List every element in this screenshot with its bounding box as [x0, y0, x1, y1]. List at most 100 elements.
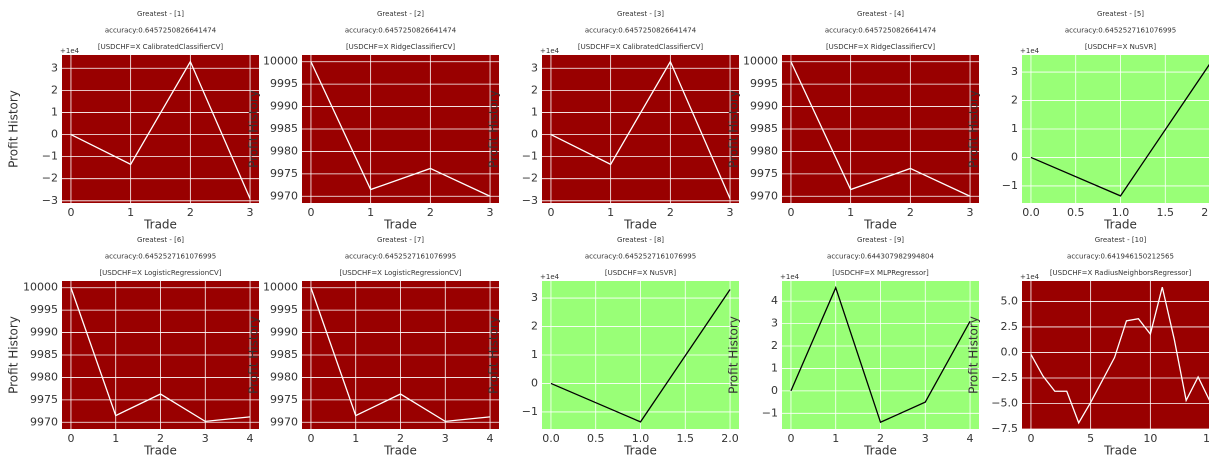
x-tick-label: 2.0	[721, 432, 739, 445]
x-tick-label: 3	[442, 432, 449, 445]
x-tick-label: 1.5	[677, 432, 695, 445]
y-tick-label: −7.5	[991, 422, 1018, 435]
y-tick-label: 5.0	[1001, 294, 1019, 307]
y-tick-label: 9995	[270, 303, 298, 316]
y-tick-label: 0	[531, 128, 538, 141]
data-line	[790, 285, 971, 424]
y-tick-label: 0.0	[1001, 345, 1019, 358]
y-tick-label: 10000	[263, 281, 298, 294]
x-tick-label: 2	[187, 206, 194, 219]
x-tick-label: 1.5	[1157, 206, 1175, 219]
y-tick-label: 3	[531, 61, 538, 74]
x-axis-label: Trade	[863, 444, 897, 458]
y-tick-label: 9970	[750, 189, 778, 202]
y-axis-label: Profit History	[967, 90, 981, 168]
axis-offset: +1e4	[60, 47, 80, 55]
x-tick-label: 0.0	[542, 432, 560, 445]
x-tick-label: 4	[247, 432, 254, 445]
chart-title: accuracy:0.6452527161076995	[585, 253, 696, 261]
x-tick-label: 2	[397, 432, 404, 445]
data-line	[1030, 286, 1209, 425]
chart-title: Greatest - [10]	[1095, 236, 1147, 244]
x-axis-label: Trade	[1103, 444, 1137, 458]
axis-offset: +1e4	[540, 47, 560, 55]
chart-title: accuracy:0.6457250826641474	[345, 27, 457, 35]
y-tick-label: 1	[51, 105, 58, 118]
subplot: Greatest - [7] accuracy:0.645252716107699…	[247, 236, 499, 458]
x-tick-label: 1	[832, 432, 839, 445]
chart-title: [USDCHF=X LogisticRegressionCV]	[99, 269, 221, 277]
chart-title: [USDCHF=X RidgeClassifierCV]	[346, 43, 455, 51]
x-tick-label: 3	[202, 432, 209, 445]
y-tick-label: −2.5	[991, 371, 1018, 384]
y-tick-label: 9980	[270, 144, 298, 157]
y-tick-label: 9995	[750, 77, 778, 90]
y-tick-label: 9990	[750, 100, 778, 113]
x-axis-label: Trade	[143, 444, 177, 458]
y-tick-label: 2	[531, 83, 538, 96]
x-tick-label: 1	[112, 432, 119, 445]
x-tick-label: 3	[967, 206, 974, 219]
x-tick-label: 2	[907, 206, 914, 219]
chart-title: accuracy:0.6457250826641474	[585, 27, 697, 35]
y-tick-label: 4	[771, 294, 778, 307]
axis-offset: +1e4	[540, 273, 560, 281]
x-axis-label: Trade	[863, 218, 897, 232]
y-tick-label: −5.0	[991, 396, 1018, 409]
x-tick-label: 15	[1203, 432, 1209, 445]
data-line	[310, 61, 491, 197]
chart-title: [USDCHF=X RidgeClassifierCV]	[826, 43, 935, 51]
y-axis-label: Profit History	[487, 90, 501, 168]
x-tick-label: 1.0	[1112, 206, 1130, 219]
chart-title: Greatest - [6]	[137, 236, 184, 244]
y-tick-label: 9975	[750, 167, 778, 180]
chart-title: Greatest - [5]	[1097, 10, 1144, 18]
chart-title: [USDCHF=X RadiusNeighborsRegressor]	[1050, 269, 1192, 277]
x-tick-label: 0	[307, 206, 314, 219]
y-tick-label: 9970	[30, 415, 58, 428]
chart-title: [USDCHF=X LogisticRegressionCV]	[339, 269, 461, 277]
x-tick-label: 2.0	[1201, 206, 1209, 219]
x-tick-label: 0.0	[1022, 206, 1040, 219]
subplot: Greatest - [8] accuracy:0.645252716107699…	[487, 236, 739, 458]
y-tick-label: 9980	[30, 370, 58, 383]
data-line	[310, 287, 491, 423]
y-axis-label: Profit History	[7, 316, 21, 394]
chart-title: [USDCHF=X MLPRegressor]	[832, 269, 929, 277]
y-tick-label: 2	[1011, 94, 1018, 107]
y-axis-label: Profit History	[727, 90, 741, 168]
y-axis-label: Profit History	[487, 316, 501, 394]
y-tick-label: 3	[51, 61, 58, 74]
x-tick-label: 3	[247, 206, 254, 219]
y-tick-label: 10000	[743, 55, 778, 68]
y-tick-label: 3	[531, 291, 538, 304]
x-tick-label: 3	[727, 206, 734, 219]
chart-title: Greatest - [9]	[857, 236, 904, 244]
y-tick-label: 9990	[270, 100, 298, 113]
x-tick-label: 1.0	[632, 432, 650, 445]
x-tick-label: 0	[307, 432, 314, 445]
subplot: Greatest - [5] accuracy:0.645252716107699…	[967, 10, 1209, 232]
x-tick-label: 0	[1027, 432, 1034, 445]
y-tick-label: 9980	[750, 144, 778, 157]
chart-title: [USDCHF=X CalibratedClassifierCV]	[98, 43, 224, 51]
y-tick-label: −2	[42, 172, 58, 185]
x-tick-label: 0	[787, 432, 794, 445]
y-tick-label: −1	[42, 150, 58, 163]
x-tick-label: 1	[607, 206, 614, 219]
x-tick-label: 0	[67, 432, 74, 445]
x-tick-label: 3	[922, 432, 929, 445]
x-tick-label: 0	[547, 206, 554, 219]
chart-title: accuracy:0.6452527161076995	[345, 253, 456, 261]
x-tick-label: 0	[787, 206, 794, 219]
y-tick-label: 9985	[750, 122, 778, 135]
chart-title: [USDCHF=X NuSVR]	[605, 269, 677, 277]
y-tick-label: 9995	[30, 303, 58, 316]
y-tick-label: −3	[42, 194, 58, 207]
y-tick-label: 0	[771, 384, 778, 397]
chart-title: Greatest - [3]	[617, 10, 664, 18]
chart-title: Greatest - [1]	[137, 10, 184, 18]
y-tick-label: 9995	[270, 77, 298, 90]
y-tick-label: 3	[771, 317, 778, 330]
